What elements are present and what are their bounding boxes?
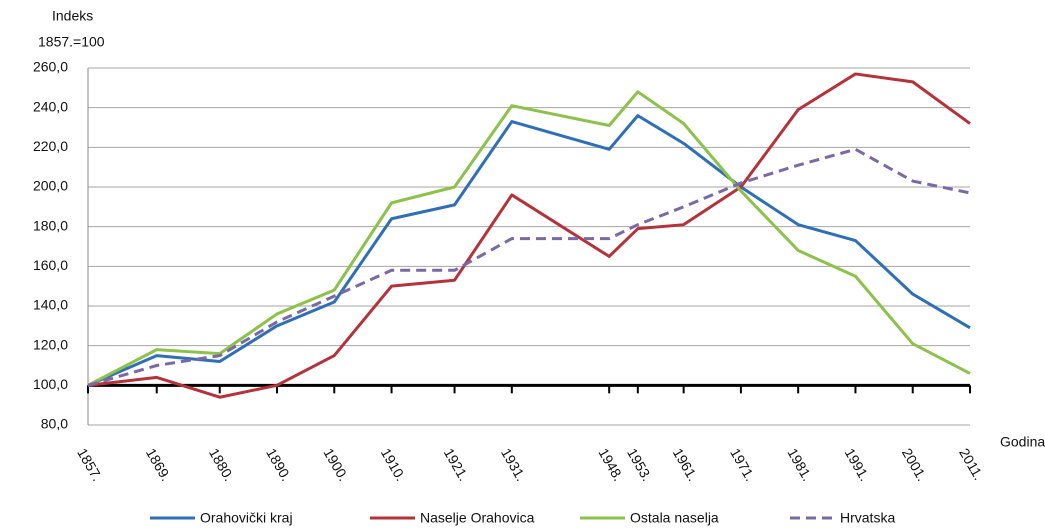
y-tick-label: 100,0 bbox=[33, 376, 68, 392]
x-tick-label: 1948. bbox=[595, 445, 626, 483]
y-tick-label: 200,0 bbox=[33, 178, 68, 194]
y-tick-label: 120,0 bbox=[33, 336, 68, 352]
x-tick-label: 1931. bbox=[498, 445, 529, 483]
legend-label: Naselje Orahovica bbox=[420, 510, 535, 526]
x-axis-label: Godina bbox=[1000, 434, 1045, 450]
line-series bbox=[87, 147, 971, 387]
y-tick-label: 240,0 bbox=[33, 98, 68, 114]
y-tick-label: 220,0 bbox=[33, 138, 68, 154]
x-tick-label: 1991. bbox=[842, 445, 873, 483]
legend-label: Ostala naselja bbox=[630, 510, 719, 526]
line-series bbox=[87, 72, 971, 399]
y-tick-label: 180,0 bbox=[33, 217, 68, 233]
x-tick-label: 1961. bbox=[670, 445, 701, 483]
x-tick-label: 2011. bbox=[956, 445, 987, 482]
y-tick-label: 260,0 bbox=[33, 59, 68, 75]
line-series bbox=[87, 90, 971, 387]
x-tick-label: 1953. bbox=[624, 445, 655, 483]
legend-label: Orahovički kraj bbox=[200, 510, 293, 526]
y-axis-label: Indeks bbox=[52, 8, 93, 24]
x-tick-label: 1900. bbox=[320, 445, 351, 483]
y-tick-label: 80,0 bbox=[41, 416, 68, 432]
line-series bbox=[87, 114, 971, 387]
x-tick-label: 2001. bbox=[899, 445, 930, 483]
x-tick-label: 1869. bbox=[143, 445, 174, 483]
y-tick-label: 160,0 bbox=[33, 257, 68, 273]
legend-label: Hrvatska bbox=[840, 510, 895, 526]
x-tick-label: 1981. bbox=[784, 445, 815, 483]
x-tick-label: 1890. bbox=[263, 445, 294, 483]
x-tick-label: 1880. bbox=[206, 445, 237, 483]
y-tick-label: 140,0 bbox=[33, 297, 68, 313]
x-tick-label: 1921. bbox=[441, 445, 472, 483]
y-axis-label: 1857.=100 bbox=[38, 34, 105, 50]
x-tick-label: 1857. bbox=[74, 445, 105, 483]
x-tick-label: 1910. bbox=[378, 445, 409, 483]
x-tick-label: 1971. bbox=[727, 445, 758, 483]
